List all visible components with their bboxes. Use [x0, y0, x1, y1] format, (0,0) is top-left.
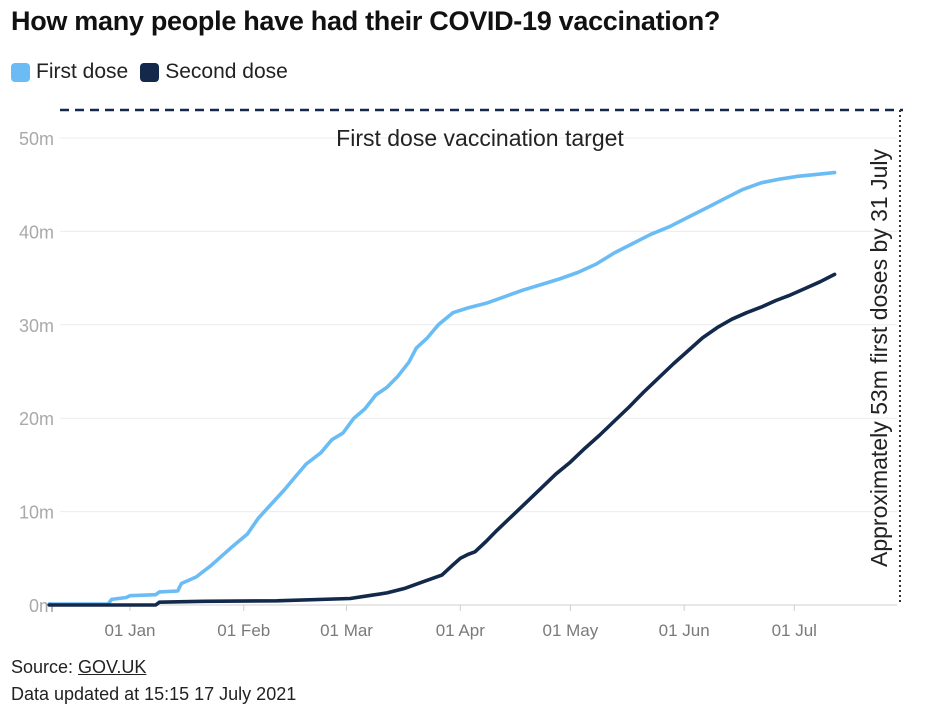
legend-swatch-second-dose [140, 62, 160, 82]
source-prefix: Source: [11, 657, 79, 677]
gridlines [60, 137, 897, 606]
legend-label-second-dose: Second dose [165, 60, 288, 83]
series-line-second-dose [47, 272, 837, 607]
x-axis-ticks: 01 Jan 01 Feb 01 Mar 01 Apr 01 May 01 Jun 01 J… [104, 605, 817, 640]
x-tick-label: 01 Feb [217, 621, 270, 640]
chart-title: How many people have had their COVID-19 … [11, 6, 721, 36]
x-tick-label: 01 Apr [436, 621, 485, 640]
source-link[interactable]: GOV.UK [78, 657, 147, 677]
legend-item-second-dose: Second dose [140, 60, 288, 84]
x-tick-label: 01 May [543, 621, 599, 640]
legend-item-first-dose: First dose [11, 60, 128, 84]
target-label: First dose vaccination target [336, 125, 624, 151]
legend: First dose Second dose [11, 60, 300, 84]
y-tick-label: 30m [19, 316, 54, 336]
updated-timestamp: Data updated at 15:15 17 July 2021 [11, 684, 297, 704]
y-tick-label: 20m [19, 409, 54, 429]
legend-label-first-dose: First dose [36, 60, 129, 83]
y-axis-tick-labels: 0m 10m 20m 30m 40m 50m [19, 129, 54, 616]
target-annotation: First dose vaccination target Approximate… [60, 108, 903, 605]
x-tick-label: 01 Mar [320, 621, 373, 640]
x-tick-label: 01 Jul [772, 621, 817, 640]
source-line: Source: GOV.UK [11, 657, 146, 678]
series-line-first-dose [47, 170, 837, 606]
x-tick-label: 01 Jun [659, 621, 710, 640]
x-tick-label: 01 Jan [104, 621, 155, 640]
series-lines [47, 170, 837, 607]
y-tick-label: 10m [19, 503, 54, 523]
legend-swatch-first-dose [11, 62, 30, 82]
y-tick-label: 40m [19, 222, 54, 242]
y-tick-label: 0m [29, 596, 54, 616]
y-tick-label: 50m [19, 129, 54, 149]
deadline-label: Approximately 53m first doses by 31 July [866, 148, 892, 567]
